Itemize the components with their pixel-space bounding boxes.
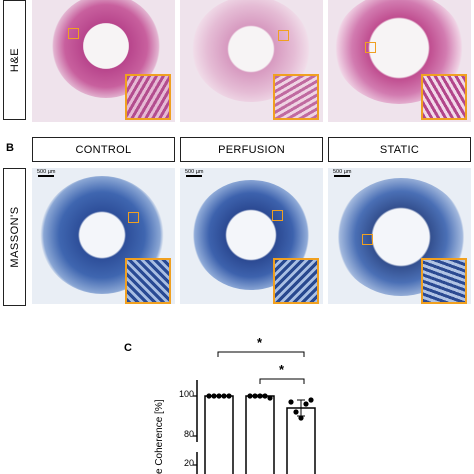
data-point-control xyxy=(206,393,212,399)
data-point-static xyxy=(288,399,294,405)
data-point-control xyxy=(211,393,217,399)
y-tick-80: 80 xyxy=(183,429,194,439)
masson-image-static: 500 µm xyxy=(328,168,471,304)
data-point-control xyxy=(221,393,227,399)
masson-image-control: 500 µm xyxy=(32,168,175,304)
data-point-perfusion xyxy=(267,395,273,401)
scale-label-static: 500 µm xyxy=(333,169,352,175)
data-point-control xyxy=(226,393,232,399)
he-image-perfusion xyxy=(180,0,323,122)
row-label-he: H&E xyxy=(3,0,26,120)
panel-letter-c: C xyxy=(124,342,132,354)
data-point-static xyxy=(293,409,299,415)
he-image-control xyxy=(32,0,175,122)
data-point-perfusion xyxy=(247,393,253,399)
bar-perfusion xyxy=(245,395,275,474)
scale-label-control: 500 µm xyxy=(37,169,56,175)
column-header-static: STATIC xyxy=(328,137,471,162)
significance-bracket-2 xyxy=(259,378,305,384)
column-header-perfusion: PERFUSION xyxy=(180,137,323,162)
significance-bracket-1 xyxy=(217,351,305,357)
data-point-control xyxy=(216,393,222,399)
scale-label-perfusion: 500 µm xyxy=(185,169,204,175)
data-point-static xyxy=(298,415,304,421)
y-tick-100: 100 xyxy=(178,389,194,399)
data-point-static xyxy=(308,397,314,403)
data-point-perfusion xyxy=(252,393,258,399)
y-tick-20: 20 xyxy=(183,458,194,468)
data-point-perfusion xyxy=(262,393,268,399)
data-point-perfusion xyxy=(257,393,263,399)
column-header-control: CONTROL xyxy=(32,137,175,162)
significance-star-2: * xyxy=(279,362,285,377)
bar-control xyxy=(204,395,234,474)
row-label-massons: MASSON'S xyxy=(3,168,26,306)
data-point-static xyxy=(303,401,309,407)
masson-image-perfusion: 500 µm xyxy=(180,168,323,304)
he-image-static xyxy=(328,0,471,122)
significance-star-1: * xyxy=(257,335,263,350)
panel-letter-b: B xyxy=(6,142,14,154)
